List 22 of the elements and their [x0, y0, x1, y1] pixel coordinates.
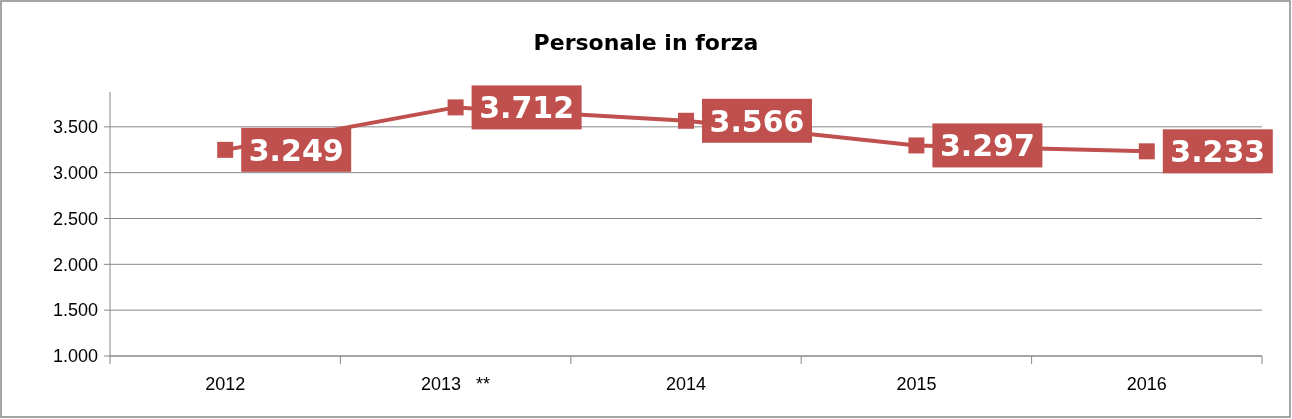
data-label: 3.712: [479, 90, 575, 126]
x-tick-label: 2016: [1126, 374, 1167, 394]
y-tick-label: 3.000: [52, 162, 98, 183]
chart-title: Personale in forza: [533, 30, 759, 55]
data-label: 3.297: [939, 128, 1035, 164]
y-tick-label: 2.500: [52, 208, 98, 229]
y-tick-label: 2.000: [52, 254, 98, 275]
data-label: 3.566: [709, 103, 805, 139]
x-tick-label: 2014: [665, 374, 707, 394]
data-label: 3.233: [1170, 134, 1266, 170]
x-tick-label: 2015: [896, 374, 937, 394]
point: [1138, 143, 1155, 160]
point: [447, 99, 464, 116]
point: [908, 137, 925, 154]
data-label: 3.249: [248, 132, 344, 168]
y-tick-label: 1.000: [52, 346, 98, 367]
point: [217, 141, 234, 158]
x-tick-label: 2012: [205, 374, 246, 394]
point: [678, 112, 694, 129]
x-tick-label: 2013 **: [421, 374, 491, 394]
y-tick-label: 1.500: [52, 300, 98, 321]
y-tick-label: 3.500: [52, 117, 98, 138]
